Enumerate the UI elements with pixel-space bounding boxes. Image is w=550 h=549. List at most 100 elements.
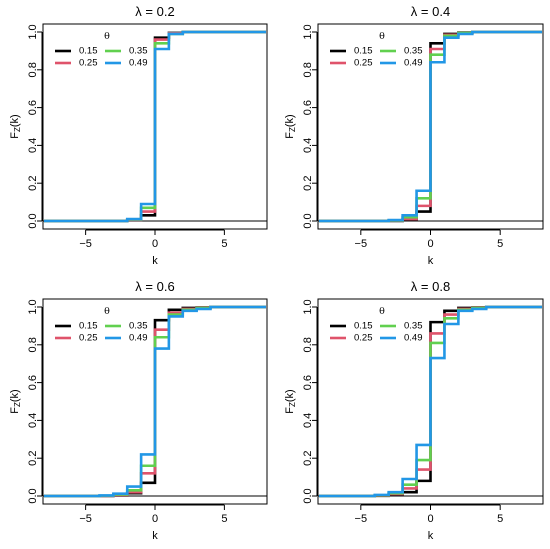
legend-item: 0.49 <box>105 58 148 69</box>
legend-item: 0.15 <box>330 321 373 332</box>
legend-label: 0.35 <box>129 46 148 57</box>
panel-title: λ = 0.8 <box>411 279 450 294</box>
legend-label: 0.25 <box>354 58 373 69</box>
y-tick-label: 0.6 <box>302 100 314 115</box>
y-tick-label: 1.0 <box>302 299 314 314</box>
legend-item: 0.15 <box>330 46 373 57</box>
x-tick-label: 5 <box>497 513 503 525</box>
y-tick-label: 0.8 <box>27 337 39 352</box>
legend-label: 0.25 <box>79 333 98 344</box>
y-tick-label: 0.0 <box>27 488 39 503</box>
legend-label: 0.49 <box>404 58 423 69</box>
legend-item: 0.35 <box>380 321 423 332</box>
legend-item: 0.25 <box>55 333 98 344</box>
x-axis-label: k <box>428 530 434 542</box>
x-axis: −5 0 5 k <box>355 229 503 267</box>
legend-title: θ <box>104 306 110 317</box>
panel-title: λ = 0.2 <box>135 4 174 19</box>
panel-title: λ = 0.6 <box>135 279 174 294</box>
legend-item: 0.49 <box>380 58 423 69</box>
legend-item: 0.35 <box>105 321 148 332</box>
y-tick-label: 0.4 <box>302 413 314 428</box>
y-tick-label: 0.0 <box>302 213 314 228</box>
x-axis: −5 0 5 k <box>79 504 227 542</box>
x-tick-label: 5 <box>221 238 227 250</box>
legend-label: 0.35 <box>404 46 423 57</box>
x-axis: −5 0 5 k <box>79 229 227 267</box>
y-tick-label: 0.2 <box>27 176 39 191</box>
plot-frame <box>42 298 268 505</box>
y-tick-label: 1.0 <box>302 24 314 39</box>
x-axis-label: k <box>428 255 434 267</box>
legend-label: 0.49 <box>129 58 148 69</box>
y-tick-label: 0.2 <box>302 176 314 191</box>
legend: θ 0.150.25 0.350.49 <box>330 31 423 69</box>
x-tick-label: −5 <box>79 513 92 525</box>
legend-title: θ <box>379 306 385 317</box>
legend-label: 0.15 <box>79 46 98 57</box>
y-tick-label: 0.0 <box>302 488 314 503</box>
plot-frame <box>317 23 544 230</box>
y-tick-label: 0.6 <box>302 375 314 390</box>
y-tick-label: 0.8 <box>302 337 314 352</box>
legend-title: θ <box>104 31 110 42</box>
legend-label: 0.15 <box>354 46 373 57</box>
legend: θ 0.150.25 0.350.49 <box>330 306 423 344</box>
y-tick-label: 0.8 <box>27 62 39 77</box>
x-tick-label: 0 <box>427 238 433 250</box>
legend-item: 0.49 <box>380 333 423 344</box>
legend-title: θ <box>379 31 385 42</box>
y-axis: 0.0 0.2 0.4 0.6 0.8 1.0 FZ(k) <box>9 299 43 504</box>
panel-1: λ = 0.2 −5 0 5 k 0.0 0.2 0.4 0.6 0.8 1.0 FZ(k) θ 0.15… <box>9 4 268 267</box>
y-tick-label: 0.6 <box>27 100 39 115</box>
legend-label: 0.25 <box>79 58 98 69</box>
x-axis-label: k <box>152 530 158 542</box>
legend-label: 0.15 <box>79 321 98 332</box>
x-tick-label: 0 <box>152 238 158 250</box>
y-axis: 0.0 0.2 0.4 0.6 0.8 1.0 FZ(k) <box>284 24 318 229</box>
legend: θ 0.150.25 0.350.49 <box>55 306 148 344</box>
legend-item: 0.25 <box>330 333 373 344</box>
x-tick-label: 0 <box>427 513 433 525</box>
legend-label: 0.25 <box>354 333 373 344</box>
panel-2: λ = 0.4 −5 0 5 k 0.0 0.2 0.4 0.6 0.8 1.0 FZ(k) θ 0.15… <box>284 4 544 267</box>
x-axis-label: k <box>152 255 158 267</box>
y-tick-label: 0.4 <box>302 138 314 153</box>
panel-title: λ = 0.4 <box>411 4 450 19</box>
y-tick-label: 0.6 <box>27 375 39 390</box>
legend-label: 0.49 <box>129 333 148 344</box>
legend-item: 0.35 <box>380 46 423 57</box>
legend-item: 0.15 <box>55 46 98 57</box>
y-axis-label: FZ(k) <box>9 114 22 138</box>
series-line-theta-0-49 <box>44 30 266 223</box>
y-tick-label: 1.0 <box>27 299 39 314</box>
series-line-theta-0-49 <box>319 305 542 498</box>
x-tick-label: −5 <box>79 238 92 250</box>
y-tick-label: 0.0 <box>27 213 39 228</box>
x-tick-label: 5 <box>221 513 227 525</box>
x-tick-label: 5 <box>497 238 503 250</box>
y-axis-label: FZ(k) <box>284 389 297 413</box>
panel-3: λ = 0.6 −5 0 5 k 0.0 0.2 0.4 0.6 0.8 1.0 FZ(k) θ 0.15… <box>9 279 268 542</box>
y-tick-label: 1.0 <box>27 24 39 39</box>
x-tick-label: 0 <box>152 513 158 525</box>
legend-label: 0.35 <box>129 321 148 332</box>
legend: θ 0.150.25 0.350.49 <box>55 31 148 69</box>
y-tick-label: 0.8 <box>302 62 314 77</box>
plot-frame <box>317 298 544 505</box>
y-axis-label: FZ(k) <box>9 389 22 413</box>
y-axis-label: FZ(k) <box>284 114 297 138</box>
series-line-theta-0-49 <box>319 30 542 223</box>
legend-label: 0.35 <box>404 321 423 332</box>
legend-item: 0.25 <box>55 58 98 69</box>
x-tick-label: −5 <box>355 513 368 525</box>
legend-label: 0.49 <box>404 333 423 344</box>
x-axis: −5 0 5 k <box>355 504 503 542</box>
legend-item: 0.49 <box>105 333 148 344</box>
x-tick-label: −5 <box>355 238 368 250</box>
plot-frame <box>42 23 268 230</box>
panel-4: λ = 0.8 −5 0 5 k 0.0 0.2 0.4 0.6 0.8 1.0 FZ(k) θ 0.15… <box>284 279 544 542</box>
series-line-theta-0-49 <box>44 305 266 498</box>
legend-label: 0.15 <box>354 321 373 332</box>
